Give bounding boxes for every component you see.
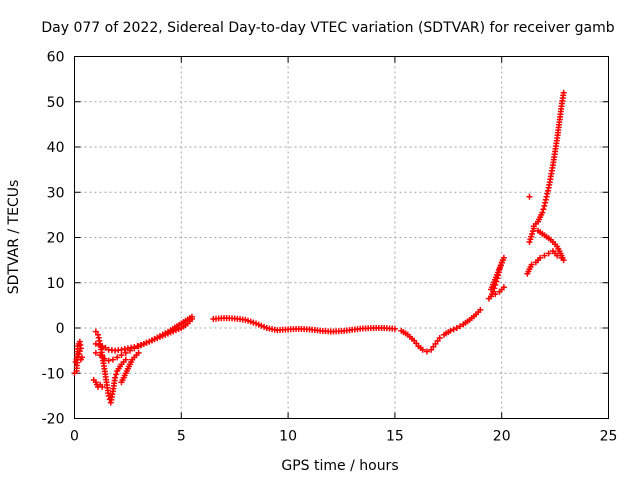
- data-point: [137, 342, 144, 349]
- data-point: [96, 341, 103, 348]
- y-tick-label: 10: [47, 276, 65, 292]
- y-tick-label: -20: [42, 412, 65, 428]
- x-axis-label: GPS time / hours: [281, 458, 398, 474]
- series-seg-dip: [398, 327, 443, 355]
- series-seg-upper-rise: [92, 313, 195, 354]
- data-point: [135, 349, 142, 356]
- data-point: [105, 392, 112, 399]
- series-seg-late-rise: [441, 306, 484, 338]
- data-point: [92, 349, 99, 356]
- series-seg-day-flat: [210, 315, 398, 335]
- data-point: [99, 343, 106, 350]
- data-point: [545, 250, 552, 257]
- grid: [74, 56, 609, 419]
- y-tick-label: 30: [47, 185, 65, 201]
- data-point: [112, 374, 119, 381]
- data-point: [101, 355, 108, 362]
- data-point: [99, 383, 106, 390]
- data-point: [492, 291, 499, 298]
- series-seg-evening: [485, 254, 507, 302]
- data-points: [71, 89, 567, 406]
- data-point: [526, 193, 533, 200]
- data-point: [102, 344, 109, 351]
- data-point: [540, 206, 547, 213]
- data-point: [113, 371, 120, 378]
- x-tick-label: 25: [600, 429, 618, 445]
- data-point: [537, 254, 544, 261]
- data-point: [477, 306, 484, 313]
- y-tick-label: 0: [56, 321, 65, 337]
- data-point: [92, 328, 99, 335]
- y-axis-label: SDTVAR / TECUs: [6, 180, 22, 295]
- data-point: [526, 239, 533, 246]
- y-tick-label: -10: [42, 366, 65, 382]
- data-point: [436, 334, 443, 341]
- data-point: [188, 313, 195, 320]
- series-seg-outlier: [526, 193, 533, 200]
- data-point: [447, 327, 454, 334]
- series-seg-start-isolated: [71, 338, 85, 377]
- data-point: [539, 209, 546, 216]
- chart-title: Day 077 of 2022, Sidereal Day-to-day VTE…: [41, 20, 614, 36]
- x-tick-label: 15: [386, 429, 404, 445]
- data-point: [391, 325, 398, 332]
- series-seg-steep-rise: [118, 349, 142, 386]
- data-point: [450, 326, 457, 333]
- series-seg-small-isolated: [90, 377, 106, 390]
- data-point: [122, 349, 129, 356]
- data-point: [114, 354, 121, 361]
- data-point: [541, 252, 548, 259]
- x-tick-label: 0: [70, 429, 79, 445]
- data-point: [131, 344, 138, 351]
- y-tick-label: 50: [47, 95, 65, 111]
- series-seg-descending: [92, 328, 129, 406]
- x-tick-label: 20: [493, 429, 511, 445]
- data-point: [109, 356, 116, 363]
- data-point: [143, 339, 150, 346]
- data-point: [560, 89, 567, 96]
- data-point: [453, 325, 460, 331]
- data-point: [122, 356, 129, 363]
- axis-ticks: 0 5 10 15 20 25 -20 -10 0 10 20 30 40 50 60: [42, 50, 618, 445]
- x-tick-label: 10: [279, 429, 297, 445]
- x-tick-label: 5: [177, 429, 186, 445]
- series-seg-night-climb: [530, 89, 567, 230]
- data-point: [419, 346, 426, 353]
- y-tick-label: 20: [47, 231, 65, 247]
- y-tick-label: 40: [47, 140, 65, 156]
- data-point: [423, 348, 430, 355]
- data-point: [92, 340, 99, 347]
- data-point: [140, 340, 147, 347]
- data-point: [528, 261, 535, 268]
- data-point: [118, 352, 125, 359]
- data-point: [457, 323, 464, 330]
- y-tick-label: 60: [47, 50, 65, 66]
- data-point: [134, 343, 141, 350]
- data-point: [500, 284, 507, 291]
- series-seg-night-loop: [524, 225, 567, 277]
- data-point: [78, 354, 85, 361]
- data-point: [535, 227, 542, 234]
- data-point: [105, 357, 112, 364]
